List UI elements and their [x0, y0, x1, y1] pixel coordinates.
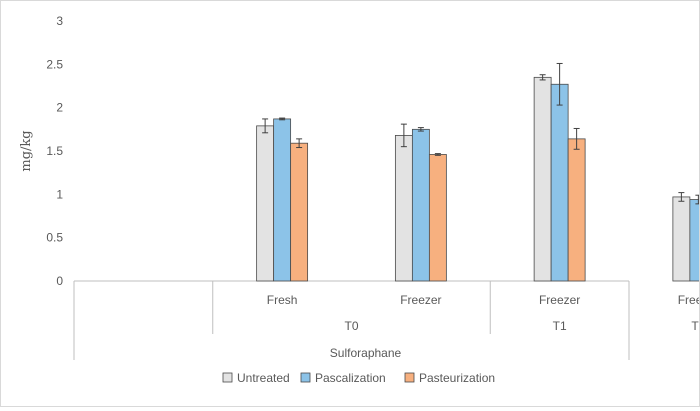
x-group-label: T6	[691, 319, 699, 333]
legend-label-pasteurization: Pasteurization	[419, 371, 495, 385]
x-category-label: Freezer	[539, 293, 580, 307]
legend-swatch-pascalization	[300, 372, 311, 383]
bar-pasteurization	[567, 138, 586, 282]
x-category-label: Fresh	[267, 293, 298, 307]
bar-pascalization	[411, 128, 430, 282]
y-tick-label: 0.5	[46, 231, 63, 245]
bar-pasteurization	[428, 154, 447, 282]
legend-swatch-pasteurization	[404, 372, 415, 383]
bar-untreated	[672, 196, 691, 282]
x-axis-label: Sulforaphane	[330, 346, 402, 360]
y-tick-label: 2	[56, 101, 63, 115]
legend-label-untreated: Untreated	[237, 371, 290, 385]
y-tick-label: 3	[56, 14, 63, 28]
x-category-label: Freezer	[678, 293, 699, 307]
legend-label-pascalization: Pascalization	[315, 371, 386, 385]
y-tick-label: 1.5	[46, 144, 63, 158]
y-tick-label: 1	[56, 187, 63, 201]
x-group-label: T1	[553, 319, 567, 333]
legend-swatch-untreated	[222, 372, 233, 383]
y-tick-label: 2.5	[46, 57, 63, 71]
bar-untreated	[533, 76, 552, 282]
x-group-label: T0	[344, 319, 358, 333]
bar-untreated	[394, 134, 413, 282]
bar-pascalization	[689, 199, 700, 282]
x-category-label: Freezer	[400, 293, 441, 307]
bar-pascalization	[273, 118, 292, 282]
bar-untreated	[256, 125, 275, 282]
bar-pasteurization	[290, 142, 309, 282]
y-tick-label: 0	[56, 274, 63, 288]
y-axis-label: mg/kg	[19, 130, 34, 171]
bar-pascalization	[550, 83, 569, 282]
